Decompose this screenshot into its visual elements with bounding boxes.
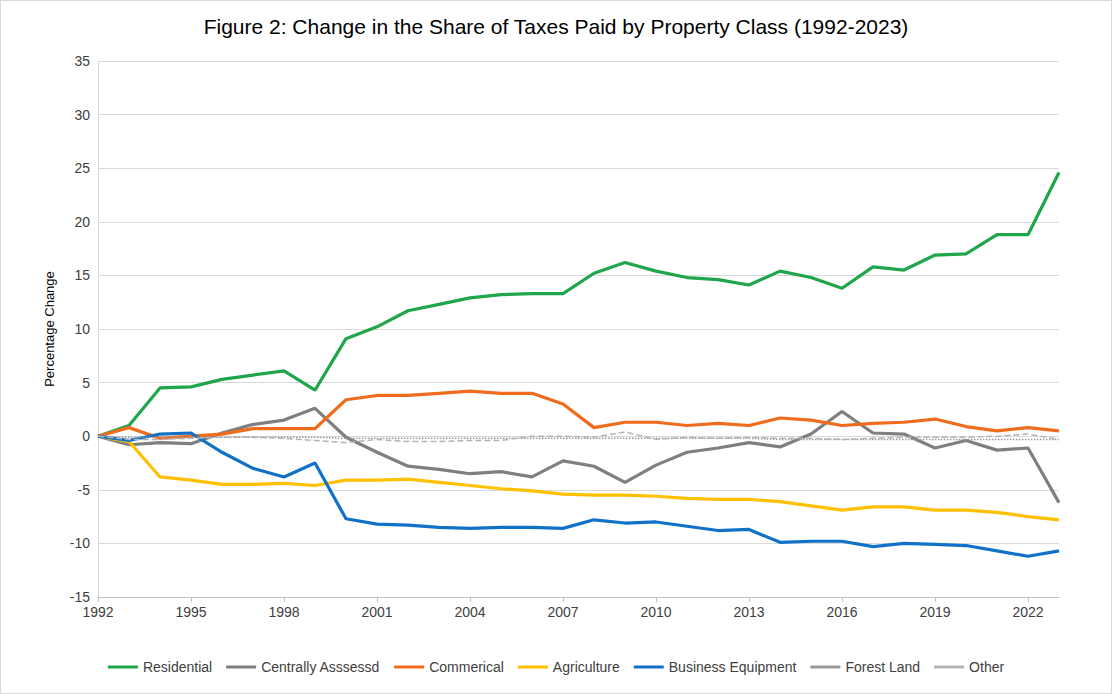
svg-text:-5: -5 [78, 482, 91, 498]
svg-text:1995: 1995 [175, 604, 206, 620]
svg-text:Commerical: Commerical [429, 659, 504, 675]
svg-text:-10: -10 [70, 535, 90, 551]
svg-text:2016: 2016 [826, 604, 857, 620]
svg-text:Residential: Residential [143, 659, 212, 675]
svg-text:1998: 1998 [268, 604, 299, 620]
svg-text:2007: 2007 [547, 604, 578, 620]
svg-text:2013: 2013 [733, 604, 764, 620]
svg-text:2001: 2001 [361, 604, 392, 620]
svg-text:2019: 2019 [919, 604, 950, 620]
svg-text:2004: 2004 [454, 604, 485, 620]
svg-text:Percentage Change: Percentage Change [42, 271, 57, 387]
svg-text:2022: 2022 [1012, 604, 1043, 620]
svg-text:2010: 2010 [640, 604, 671, 620]
svg-text:0: 0 [82, 428, 90, 444]
svg-text:5: 5 [82, 375, 90, 391]
svg-text:20: 20 [74, 214, 90, 230]
svg-text:Centrally Asssessd: Centrally Asssessd [261, 659, 379, 675]
svg-text:Other: Other [969, 659, 1004, 675]
svg-text:Business Equipment: Business Equipment [669, 659, 797, 675]
svg-text:Figure 2: Change in the Share: Figure 2: Change in the Share of Taxes P… [204, 15, 909, 38]
svg-text:Forest Land: Forest Land [845, 659, 920, 675]
svg-text:30: 30 [74, 107, 90, 123]
svg-text:10: 10 [74, 321, 90, 337]
svg-text:25: 25 [74, 160, 90, 176]
svg-text:15: 15 [74, 267, 90, 283]
svg-text:35: 35 [74, 53, 90, 69]
svg-text:1992: 1992 [82, 604, 113, 620]
svg-text:Agriculture: Agriculture [553, 659, 620, 675]
svg-text:-15: -15 [70, 589, 90, 605]
